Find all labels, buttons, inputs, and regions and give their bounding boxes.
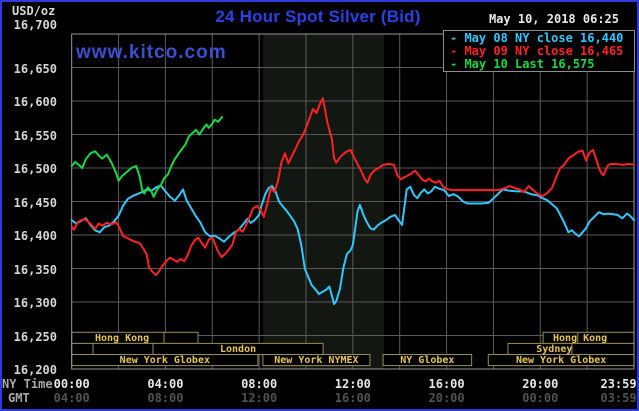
session-box — [262, 354, 371, 367]
session-box — [382, 354, 473, 367]
y-tick-label: 16,650 — [13, 61, 57, 76]
y-axis-unit-label: USD/oz — [12, 4, 56, 18]
gmt-tick-label: 20:00 — [428, 391, 465, 405]
ny-tick-label: 23:59 — [600, 377, 637, 391]
gmt-tick-label: 16:00 — [334, 391, 371, 405]
y-tick-label: 16,350 — [13, 262, 57, 277]
gmt-tick-label: 04:00 — [53, 391, 90, 405]
session-label-ny-globex: NY Globex — [400, 355, 455, 366]
gmt-tick-label: 00:00 — [522, 391, 559, 405]
chart-title: 24 Hour Spot Silver (Bid) — [215, 7, 421, 26]
y-tick-label: 16,300 — [13, 296, 57, 310]
y-tick-label: 16,250 — [13, 329, 57, 344]
session-label-sydney: Sydney — [536, 343, 573, 355]
y-tick-label: 16,400 — [13, 229, 57, 243]
y-tick-label: 16,550 — [13, 128, 57, 143]
y-tick-label: 16,200 — [13, 363, 57, 377]
ny-tick-label: 16:00 — [428, 377, 465, 391]
gmt-axis-label: GMT — [8, 391, 30, 405]
gmt-tick-label: 08:00 — [147, 391, 184, 405]
session-label-new-york-globex: New York Globex — [515, 355, 607, 366]
ny-tick-label: 12:00 — [334, 377, 371, 391]
legend: - May 08 NY close 16,440- May 09 NY clos… — [443, 30, 635, 72]
y-tick-label: 16,700 — [13, 18, 57, 32]
price-line-2 — [70, 116, 224, 198]
legend-entry-1: - May 09 NY close 16,465 — [450, 44, 624, 58]
session-label-new-york-nymex: New York NYMEX — [274, 355, 359, 366]
chart-datetime: May 10, 2018 06:25 — [488, 12, 619, 26]
ny-time-axis-label: NY Time — [2, 377, 53, 391]
plot-border — [71, 33, 635, 370]
session-label-london: London — [219, 343, 257, 355]
ny-tick-label: 20:00 — [522, 377, 559, 391]
session-label-hong-kong: Hong Kong — [94, 332, 150, 344]
ny-tick-label: 08:00 — [241, 377, 278, 391]
y-tick-label: 16,500 — [13, 162, 57, 176]
gmt-tick-label: 12:00 — [241, 391, 278, 405]
price-line-1 — [70, 97, 635, 277]
price-line-0 — [70, 184, 635, 305]
y-tick-label: 16,450 — [13, 195, 57, 210]
legend-entry-0: - May 08 NY close 16,440 — [450, 31, 624, 45]
ny-tick-label: 04:00 — [147, 377, 184, 391]
ny-tick-label: 00:00 — [53, 377, 90, 391]
gmt-tick-label: 03:59 — [600, 391, 637, 405]
y-tick-label: 16,600 — [13, 95, 57, 109]
session-label-new-york-globex: New York Globex — [119, 355, 210, 366]
legend-entry-2: - May 10 Last 16,575 — [450, 57, 595, 71]
kitco-watermark: www.kitco.com — [76, 42, 227, 63]
session-label-hong-kong: Hong Kong — [553, 332, 608, 344]
